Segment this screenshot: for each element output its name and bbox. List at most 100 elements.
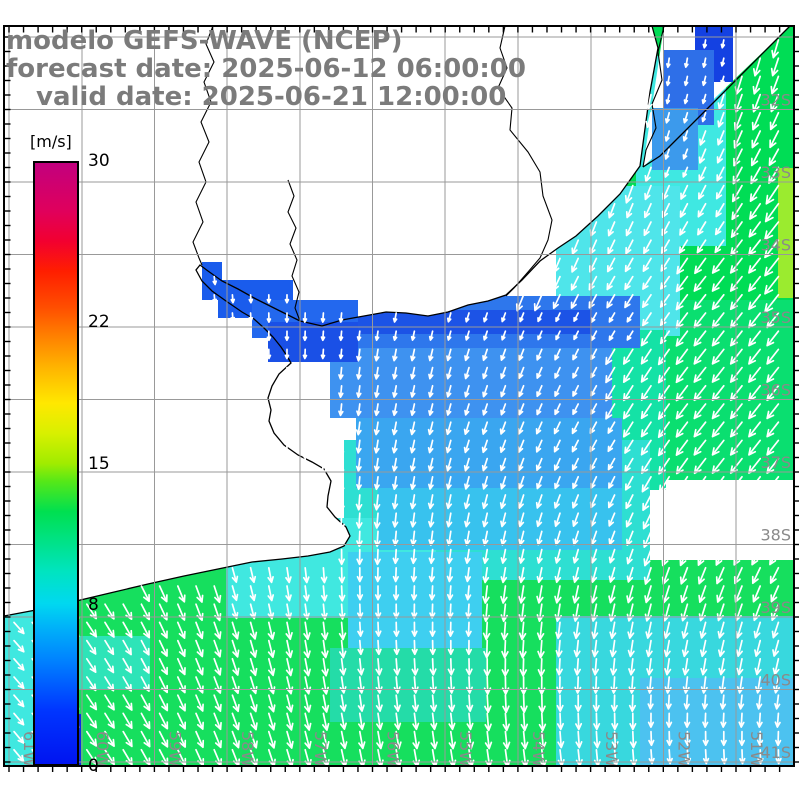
wind-arrow	[736, 639, 743, 657]
wind-arrow	[357, 621, 364, 637]
wind-arrow	[356, 403, 362, 417]
wind-arrow	[720, 75, 725, 85]
wind-arrow	[664, 130, 671, 142]
wind-arrow	[429, 639, 436, 656]
wind-arrow	[374, 348, 380, 362]
wind-arrow	[607, 202, 616, 219]
wind-arrow	[357, 694, 365, 712]
wind-arrow	[629, 730, 637, 749]
wind-arrow	[646, 676, 654, 694]
lon-label: 52W	[675, 731, 694, 767]
colorbar-tick-label: 30	[88, 151, 110, 171]
wind-arrow	[339, 694, 347, 712]
wind-arrow	[693, 275, 707, 292]
wind-arrow	[626, 585, 634, 604]
wind-arrow	[606, 293, 616, 309]
wind-arrow	[267, 639, 276, 659]
wind-arrow	[625, 239, 634, 255]
wind-arrow	[482, 621, 491, 641]
wind-arrow	[536, 566, 544, 584]
wind-arrow	[770, 57, 780, 77]
wind-arrow	[675, 348, 689, 365]
wind-arrow	[356, 384, 362, 398]
wind-arrow	[321, 639, 329, 659]
wind-arrow	[338, 366, 344, 380]
wind-arrow	[446, 366, 452, 380]
wind-arrow	[195, 730, 205, 749]
wind-arrow	[764, 293, 780, 313]
wind-arrow	[339, 712, 347, 731]
wind-arrow	[304, 730, 312, 750]
wind-arrow	[501, 312, 507, 323]
wind-arrow	[430, 712, 438, 731]
wind-arrow	[411, 694, 420, 712]
wind-arrow	[412, 712, 420, 731]
wind-arrow	[517, 439, 525, 453]
wind-arrow	[764, 275, 780, 295]
wind-arrow	[339, 657, 347, 676]
wind-arrow	[748, 366, 762, 383]
wind-arrow	[374, 548, 381, 566]
wind-arrow	[195, 657, 204, 676]
wind-arrow	[607, 421, 616, 434]
wind-arrow	[610, 694, 618, 713]
wind-arrow	[195, 694, 204, 712]
wind-arrow	[338, 621, 347, 641]
wind-arrow	[658, 475, 671, 494]
wind-arrow	[104, 730, 115, 747]
wind-arrow	[376, 712, 384, 731]
wind-arrow	[231, 585, 239, 602]
wind-arrow	[195, 621, 204, 640]
wind-arrow	[464, 366, 470, 380]
wind-arrow	[13, 676, 25, 690]
wind-arrow	[195, 585, 204, 603]
wind-arrow	[355, 512, 363, 529]
wind-arrow	[446, 403, 452, 416]
wind-arrow	[628, 694, 637, 713]
wind-arrow	[267, 712, 276, 731]
wind-arrow	[267, 694, 276, 713]
wind-arrow	[627, 621, 635, 639]
wind-arrow	[285, 603, 293, 620]
wind-arrow	[518, 621, 527, 641]
wind-arrow	[608, 512, 616, 527]
wind-arrow	[642, 494, 652, 511]
wind-arrow	[571, 239, 580, 255]
wind-arrow	[702, 712, 709, 728]
wind-arrow	[766, 366, 780, 383]
wind-arrow	[717, 93, 725, 110]
wind-arrow	[555, 621, 563, 640]
wind-arrow	[574, 676, 582, 694]
wind-arrow	[446, 384, 452, 398]
wind-arrow	[608, 548, 616, 564]
wind-arrow	[392, 403, 398, 417]
wind-arrow	[500, 621, 509, 641]
wind-arrow	[500, 548, 507, 564]
wind-arrow	[338, 585, 346, 602]
wind-arrow	[500, 366, 507, 380]
wind-arrow	[339, 639, 347, 659]
colorbar-gradient	[33, 161, 79, 766]
wind-arrow	[626, 566, 634, 583]
wind-arrow	[682, 676, 690, 694]
wind-arrow	[715, 184, 725, 200]
wind-arrow	[553, 257, 561, 273]
wind-arrow	[697, 202, 707, 218]
wind-arrow	[676, 475, 689, 493]
wind-arrow	[556, 712, 565, 731]
wind-arrow	[301, 439, 309, 459]
wind-arrow	[104, 657, 115, 674]
wind-arrow	[696, 512, 707, 529]
wind-arrow	[607, 239, 616, 255]
wind-arrow	[716, 148, 725, 164]
wind-arrow	[720, 730, 727, 747]
wind-field-patch-teal-fade	[330, 648, 486, 722]
wind-arrow	[502, 694, 510, 714]
wind-arrow	[675, 366, 689, 384]
wind-arrow	[750, 148, 762, 167]
wind-arrow	[176, 585, 186, 603]
wind-arrow	[611, 748, 620, 767]
wind-arrow	[768, 148, 780, 167]
wind-arrow	[373, 421, 380, 436]
wind-arrow	[464, 312, 470, 323]
